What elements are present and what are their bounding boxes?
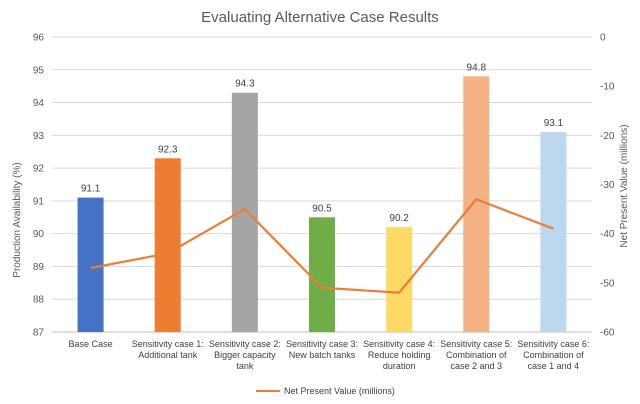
bar-data-label: 91.1 (81, 184, 101, 195)
y-tick-label: 91 (33, 196, 45, 207)
bar (231, 92, 258, 332)
npv-line (90, 198, 554, 294)
bar (463, 76, 490, 332)
y2-tick-label: -20 (600, 131, 615, 142)
bar (386, 227, 413, 332)
y2-tick-label: -30 (600, 180, 615, 191)
bar-data-label: 92.3 (158, 144, 178, 155)
y-tick-label: 90 (33, 229, 45, 240)
bar-series (77, 76, 567, 332)
x-category-label: Base Case (69, 339, 113, 349)
x-category-label: Sensitivity case 1: Additional tank (132, 339, 204, 360)
y-tick-label: 94 (33, 98, 45, 109)
x-category-label: Sensitivity case 6: Combination of case 1 … (517, 339, 589, 371)
bar-data-label: 94.8 (467, 62, 487, 73)
chart-title: Evaluating Alternative Case Results (201, 9, 439, 26)
bar-data-label: 93.1 (544, 118, 564, 129)
x-category-label: Sensitivity case 4: Reduce holding duratio… (363, 339, 435, 371)
y2-tick-label: -10 (600, 82, 615, 93)
line-series (90, 198, 554, 294)
y-tick-label: 87 (33, 328, 45, 339)
y-tick-label: 89 (33, 262, 45, 273)
y-tick-label: 96 (33, 33, 45, 44)
y2-tick-label: -50 (600, 278, 615, 289)
y-tick-label: 92 (33, 164, 45, 175)
gridlines (52, 36, 592, 333)
bar-data-label: 90.5 (312, 203, 332, 214)
y-tick-label: 88 (33, 295, 45, 306)
bar (540, 132, 567, 332)
y-axis-ticks: 87 88 89 90 91 92 93 94 95 96 (33, 33, 45, 339)
legend-label: Net Present Value (millions) (284, 386, 395, 396)
x-category-label: Sensitivity case 2: Bigger capacity tank (209, 339, 281, 371)
y-tick-label: 95 (33, 65, 45, 76)
bar (154, 158, 181, 332)
y2-tick-label: -40 (600, 229, 615, 240)
y2-tick-label: 0 (600, 33, 606, 44)
bar-data-label: 90.2 (389, 213, 409, 224)
bar (77, 197, 104, 332)
legend: Net Present Value (millions) (256, 386, 395, 396)
y-axis-title: Production Availability (%) (12, 162, 23, 277)
x-axis-categories: Base Case Sensitivity case 1: Additional t… (69, 339, 590, 371)
y2-tick-label: -60 (600, 328, 615, 339)
x-category-label: Sensitivity case 3: New batch tanks (286, 339, 358, 360)
bar-data-labels: 91.1 92.3 94.3 90.5 90.2 94.8 93.1 (81, 62, 564, 224)
y2-axis-ticks: 0 -10 -20 -30 -40 -50 -60 (600, 33, 615, 339)
y-tick-label: 93 (33, 131, 45, 142)
bar (309, 217, 335, 332)
bar-data-label: 94.3 (235, 79, 255, 90)
x-category-label: Sensitivity case 5: Combination of case 2 … (440, 339, 512, 371)
y2-axis-title: Net Present Value (millions) (619, 124, 630, 247)
